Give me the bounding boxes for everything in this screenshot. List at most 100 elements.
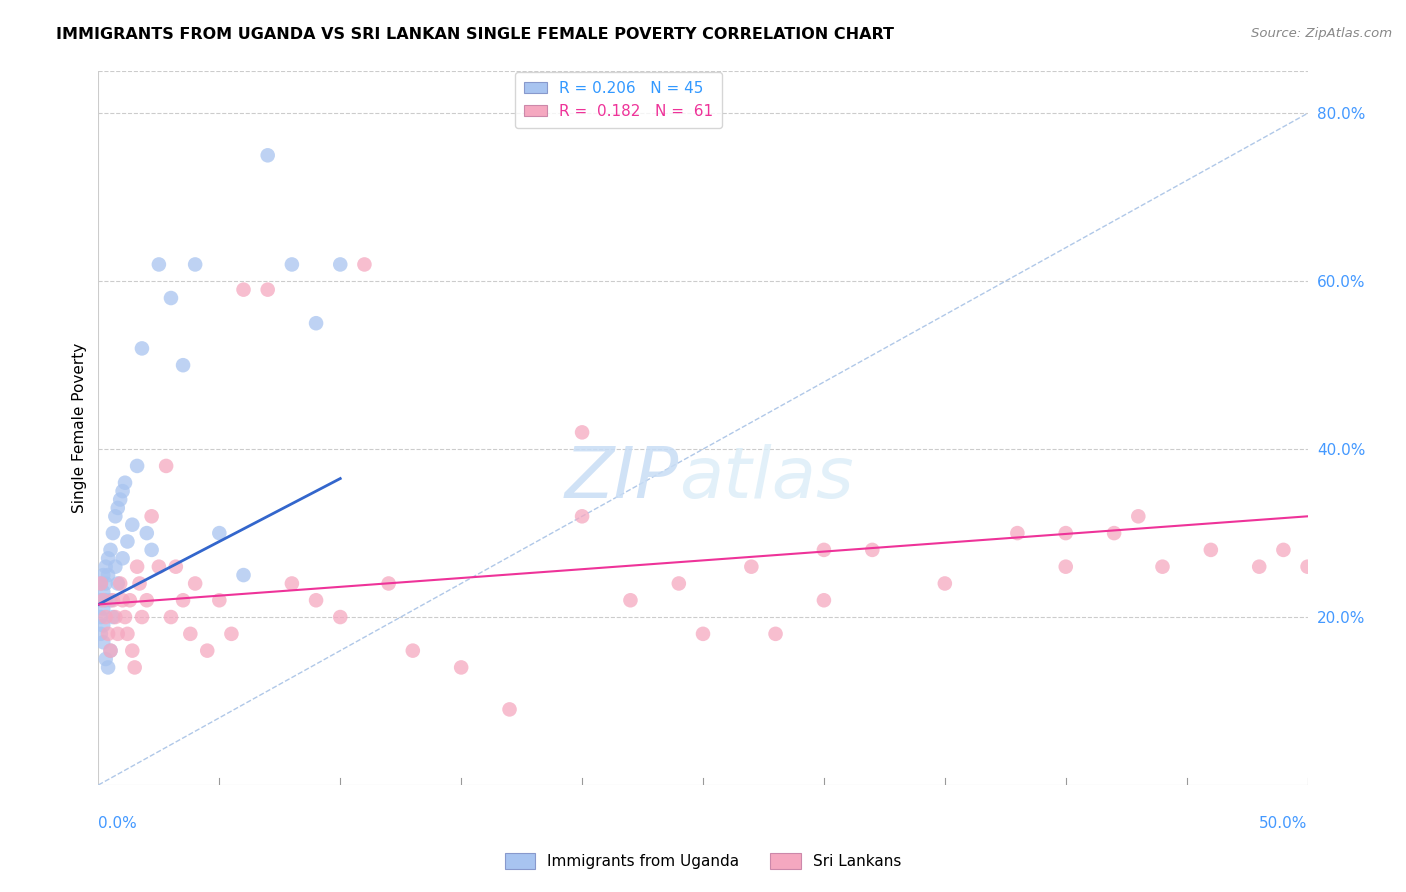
Point [571,509,593,524]
Point [221,627,243,641]
Point [148,559,170,574]
Point [91,635,114,649]
Point [160,610,183,624]
Point [765,627,787,641]
Point [101,593,124,607]
Point [1152,559,1174,574]
Point [108,492,131,507]
Point [813,542,835,557]
Point [305,593,328,607]
Point [90,576,112,591]
Point [111,484,134,499]
Point [111,551,134,566]
Point [91,593,114,607]
Point [101,526,124,541]
Point [232,568,254,582]
Point [1128,509,1150,524]
Point [127,559,149,574]
Point [498,702,520,716]
Point [97,551,120,566]
Point [148,257,170,271]
Point [135,526,157,541]
Point [90,610,112,624]
Point [141,542,163,557]
Point [184,257,207,271]
Point [377,576,399,591]
Point [121,517,143,532]
Point [91,601,114,615]
Point [91,585,114,599]
Text: IMMIGRANTS FROM UGANDA VS SRI LANKAN SINGLE FEMALE POVERTY CORRELATION CHART: IMMIGRANTS FROM UGANDA VS SRI LANKAN SIN… [56,27,894,42]
Point [256,148,278,162]
Text: 50.0%: 50.0% [1260,816,1308,831]
Point [114,475,136,490]
Y-axis label: Single Female Poverty: Single Female Poverty [72,343,87,513]
Point [104,610,127,624]
Text: 0.0%: 0.0% [98,816,138,831]
Point [1199,542,1222,557]
Point [195,643,218,657]
Point [100,542,122,557]
Point [117,534,139,549]
Point [450,660,472,674]
Point [692,627,714,641]
Point [127,458,149,473]
Point [100,643,122,657]
Point [91,618,114,632]
Point [860,542,883,557]
Point [232,283,254,297]
Point [305,316,328,330]
Point [118,593,141,607]
Point [94,652,117,666]
Point [124,660,146,674]
Point [668,576,690,591]
Point [1007,526,1029,541]
Point [131,342,153,356]
Point [256,283,278,297]
Point [281,576,304,591]
Point [1272,542,1295,557]
Point [934,576,956,591]
Point [402,643,425,657]
Point [619,593,641,607]
Point [155,458,177,473]
Point [94,576,117,591]
Point [100,593,122,607]
Legend: R = 0.206   N = 45, R =  0.182   N =  61: R = 0.206 N = 45, R = 0.182 N = 61 [515,72,723,128]
Point [90,576,112,591]
Point [97,627,120,641]
Point [101,610,124,624]
Point [94,593,117,607]
Point [100,643,122,657]
Point [353,257,375,271]
Point [97,568,120,582]
Legend: Immigrants from Uganda, Sri Lankans: Immigrants from Uganda, Sri Lankans [499,847,907,875]
Point [281,257,304,271]
Point [571,425,593,440]
Point [135,593,157,607]
Point [128,576,150,591]
Point [90,593,112,607]
Text: atlas: atlas [679,443,853,513]
Point [1102,526,1125,541]
Point [329,257,352,271]
Point [1054,559,1077,574]
Point [111,593,134,607]
Point [740,559,762,574]
Point [165,559,187,574]
Point [208,593,231,607]
Point [172,358,194,372]
Point [184,576,207,591]
Point [172,593,194,607]
Point [1249,559,1271,574]
Point [131,610,153,624]
Point [91,568,114,582]
Point [107,576,129,591]
Point [117,627,139,641]
Point [108,576,131,591]
Point [97,660,120,674]
Text: Source: ZipAtlas.com: Source: ZipAtlas.com [1251,27,1392,40]
Point [104,509,127,524]
Point [94,559,117,574]
Point [1296,559,1319,574]
